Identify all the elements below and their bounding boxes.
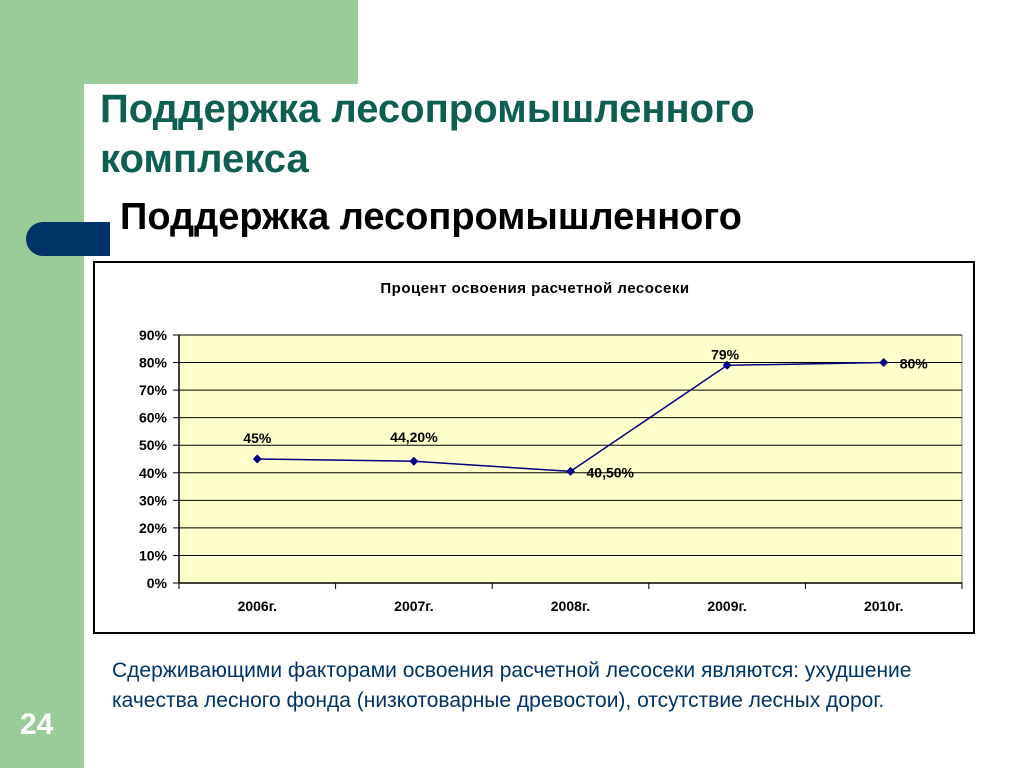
data-point-marker	[566, 466, 575, 476]
x-tick-label: 2010г.	[864, 598, 903, 614]
plot-area: 0% 10% 20% 30% 40% 50% 60% 70% 80% 90% 2006г. 2007г…	[139, 327, 963, 614]
x-tick-label: 2006г.	[238, 598, 277, 614]
side-band	[0, 0, 84, 768]
data-point-marker	[879, 358, 889, 368]
data-label: 79%	[711, 346, 740, 362]
y-tick-label: 50%	[139, 437, 168, 453]
slide-subtitle: Поддержка лесопромышленного	[120, 196, 742, 238]
top-band	[84, 0, 358, 84]
data-point-marker	[409, 456, 419, 466]
y-tick-label: 40%	[139, 465, 168, 481]
chart-title: Процент освоения расчетной лесосеки	[380, 280, 689, 297]
y-tick-label: 60%	[139, 410, 168, 426]
y-tick-label: 20%	[139, 520, 168, 536]
data-label: 80%	[900, 356, 929, 372]
chart-frame: Процент освоения расчетной лесосеки 0% 10…	[93, 261, 975, 634]
caption-text: Сдерживающими факторами освоения расчетн…	[112, 659, 912, 712]
y-tick-label: 80%	[139, 355, 168, 371]
y-tick-label: 90%	[139, 327, 168, 343]
page-number: 24	[20, 708, 54, 741]
data-label: 45%	[243, 430, 272, 446]
chart: Процент освоения расчетной лесосеки 0% 10…	[139, 280, 963, 614]
y-tick-label: 30%	[139, 492, 168, 508]
y-tick-label: 10%	[139, 547, 168, 563]
slide-title: Поддержка лесопромышленного комплекса	[100, 87, 755, 181]
accent-bar	[26, 222, 110, 256]
x-tick-label: 2008г.	[551, 598, 590, 614]
x-tick-label: 2009г.	[707, 598, 746, 614]
y-tick-label: 0%	[147, 575, 168, 591]
data-point-marker	[252, 454, 262, 464]
data-label: 40,50%	[587, 464, 635, 480]
data-point-marker	[722, 360, 732, 370]
x-tick-label: 2007г.	[394, 598, 433, 614]
data-label: 44,20%	[390, 429, 438, 445]
y-tick-label: 70%	[139, 382, 168, 398]
